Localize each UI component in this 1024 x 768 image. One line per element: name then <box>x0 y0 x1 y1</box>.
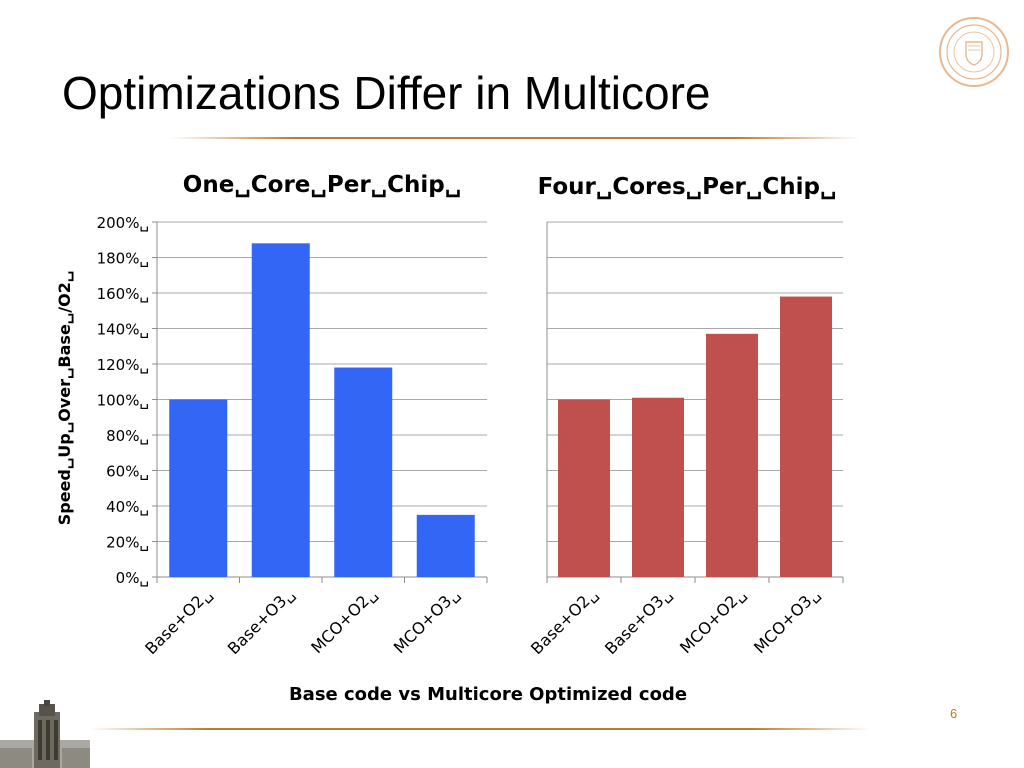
page-number: 6 <box>950 706 958 721</box>
y-tick-label: 200%␣ <box>97 214 149 232</box>
y-axis-label: Speed␣Up␣Over␣Base␣/O2␣ <box>55 271 74 526</box>
y-tick-label: 80%␣ <box>106 427 149 445</box>
y-tick-label: 20%␣ <box>106 534 149 552</box>
y-tick-label: 180%␣ <box>97 250 149 268</box>
one-core-bar-3 <box>334 367 393 577</box>
chart-one-core-per-chip: One␣Core␣Per␣Chip␣ 0%␣ 20%␣ 40%␣ 60%␣ 80%␣ 100… <box>55 172 488 658</box>
y-tick-label: 100%␣ <box>97 392 149 410</box>
four-core-x-tick-label: Base+O2␣ <box>527 584 601 658</box>
footer-divider <box>90 728 870 730</box>
x-axis-label: Base code vs Multicore Optimized code <box>288 684 688 705</box>
title-divider <box>170 137 860 139</box>
four-core-x-tick-label: MCO+O3␣ <box>750 584 823 657</box>
one-core-x-tick-label: MCO+O2␣ <box>307 584 380 657</box>
one-core-bar-4 <box>416 514 475 577</box>
chart-four-cores-per-chip: Four␣Cores␣Per␣Chip␣Base+O2␣ Base+O3␣ MCO+… <box>527 174 844 658</box>
four-core-chart-title: Four␣Cores␣Per␣Chip␣ <box>538 174 837 200</box>
four-core-bar-3 <box>706 333 758 577</box>
y-tick-label: 120%␣ <box>97 356 149 374</box>
y-tick-label: 40%␣ <box>106 498 149 516</box>
y-tick-label: 0%␣ <box>116 569 149 587</box>
four-core-bar-2 <box>632 397 684 577</box>
y-tick-label: 160%␣ <box>97 285 149 303</box>
one-core-x-tick-label: Base+O2␣ <box>141 584 215 658</box>
y-tick-label: 140%␣ <box>97 321 149 339</box>
one-core-x-tick-label: MCO+O3␣ <box>390 584 463 657</box>
tower-logo-icon <box>0 700 90 768</box>
one-core-chart-title: One␣Core␣Per␣Chip␣ <box>183 172 461 198</box>
university-seal-icon <box>939 17 1009 87</box>
four-core-x-tick-label: Base+O3␣ <box>601 584 675 658</box>
one-core-bar-2 <box>251 243 310 578</box>
four-core-x-tick-label: MCO+O2␣ <box>676 584 749 657</box>
four-core-bar-4 <box>780 296 832 577</box>
one-core-x-tick-label: Base+O3␣ <box>224 584 298 658</box>
one-core-bar-1 <box>169 399 228 577</box>
slide-title: Optimizations Differ in Multicore <box>62 67 711 119</box>
y-tick-label: 60%␣ <box>106 463 149 481</box>
four-core-bar-1 <box>558 399 610 577</box>
